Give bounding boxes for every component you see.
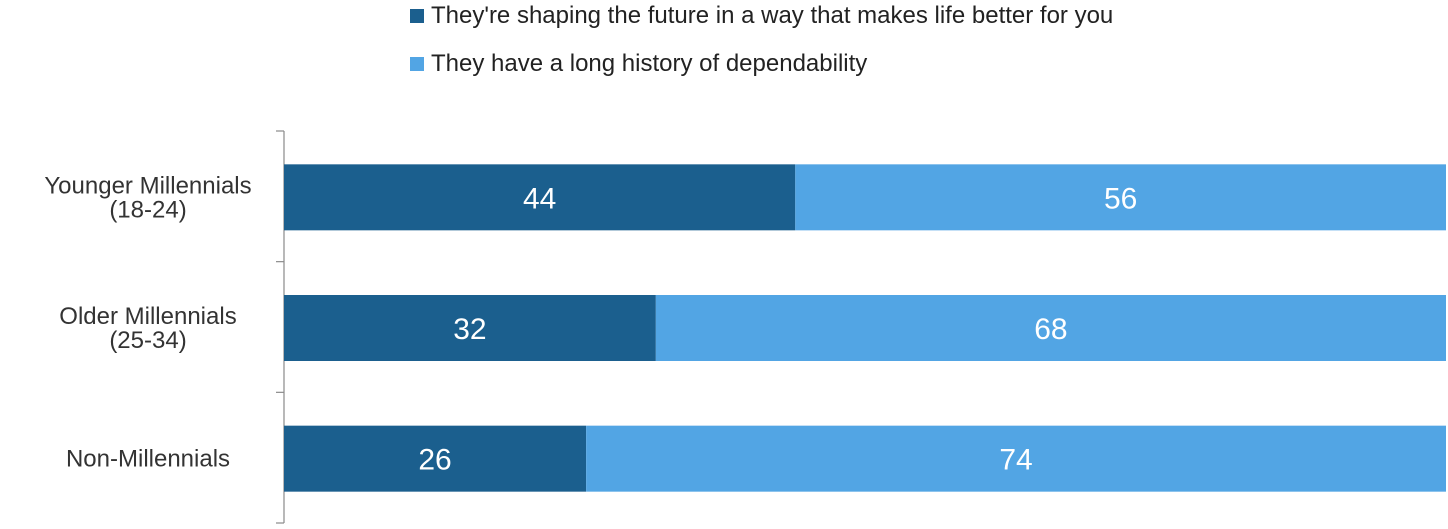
data-label-3-series-1: 26 [418,444,451,477]
bar-2-series-1 [284,295,656,361]
legend-label-2: They have a long history of dependabilit… [431,50,867,77]
bar-1-series-2 [795,164,1446,231]
data-label-2-series-2: 68 [1034,313,1067,346]
category-axis [276,130,285,524]
data-label-2-series-1: 32 [453,313,486,346]
bar-2-series-2 [655,295,1446,361]
legend-swatch-1 [410,9,424,23]
bar-3-series-1 [284,425,587,492]
category-label-1-line-2: (18-24) [109,196,186,223]
bar-1-series-1 [284,164,796,231]
legend: They're shaping the future in a way that… [410,2,1113,77]
bars: 44 56 Younger Millennials(18-24) 32 68 Older … [44,164,1446,492]
category-label-3-line-1: Non-Millennials [66,446,230,473]
data-label-1-series-1: 44 [523,182,556,215]
legend-label-1: They're shaping the future in a way that… [431,2,1113,29]
category-label-2-line-1: Older Millennials [59,303,236,330]
category-label-1-line-1: Younger Millennials [44,172,251,199]
legend-swatch-2 [410,57,424,71]
data-label-3-series-2: 74 [999,444,1032,477]
data-label-1-series-2: 56 [1104,182,1137,215]
category-label-2-line-2: (25-34) [109,327,186,354]
bar-3-series-2 [586,425,1446,492]
